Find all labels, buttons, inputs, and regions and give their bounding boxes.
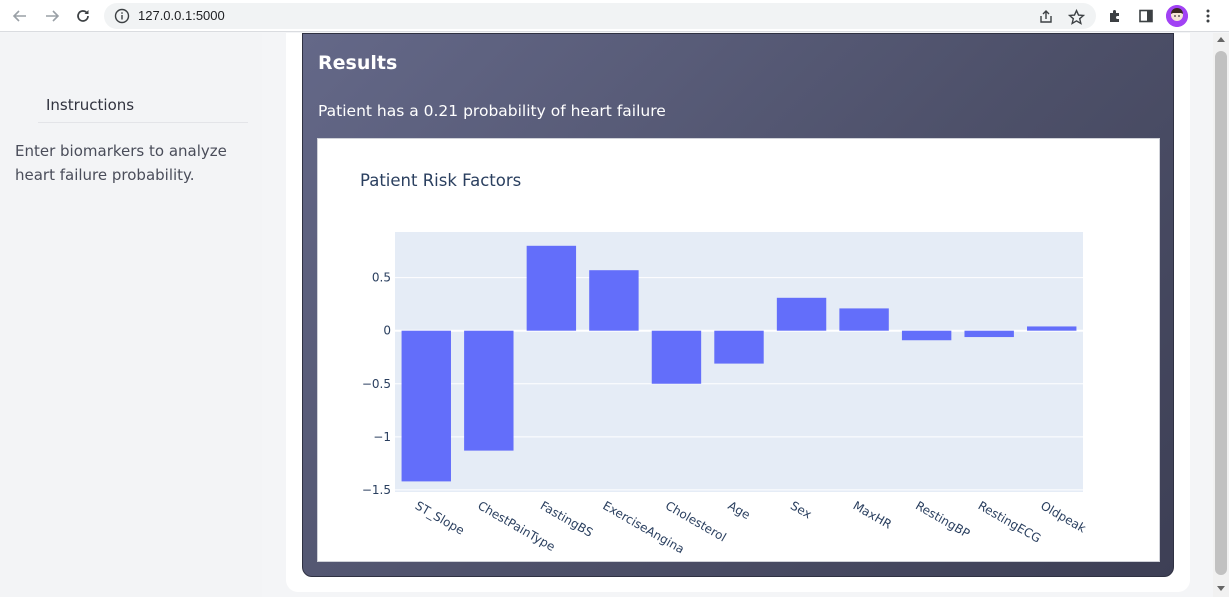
info-icon[interactable]	[114, 8, 130, 24]
bar-maxhr[interactable]	[839, 308, 889, 331]
risk-factor-chart: Patient Risk Factors 0.5 0 −0.5 −1 −1.5 ST_Sl…	[317, 138, 1160, 562]
page-scrollbar[interactable]	[1213, 33, 1229, 597]
browser-toolbar: 127.0.0.1:5000	[0, 0, 1229, 32]
sidebar-divider	[38, 122, 248, 123]
share-icon[interactable]	[1036, 7, 1056, 27]
url-text[interactable]: 127.0.0.1:5000	[138, 8, 225, 23]
address-bar[interactable]: 127.0.0.1:5000	[104, 3, 1096, 29]
x-tick-label: RestingECG	[976, 498, 1044, 545]
bar-restingbp[interactable]	[901, 330, 952, 341]
y-tick-label: −1	[373, 430, 391, 444]
x-tick-label: Age	[726, 498, 753, 522]
x-tick-label: MaxHR	[851, 498, 895, 531]
puzzle-icon[interactable]	[1104, 5, 1126, 27]
results-card: Results Patient has a 0.21 probability o…	[302, 33, 1174, 577]
star-icon[interactable]	[1066, 7, 1086, 27]
y-tick-label: −0.5	[362, 377, 391, 391]
x-tick-label: Oldpeak	[1038, 498, 1088, 535]
sidebar-instructions: Enter biomarkers to analyze heart failur…	[15, 142, 227, 184]
bar-fastingbs[interactable]	[526, 245, 577, 331]
chart-title: Patient Risk Factors	[360, 171, 521, 190]
bar-chestpaintype[interactable]	[464, 330, 514, 451]
back-arrow-icon[interactable]	[8, 4, 32, 28]
bar-cholesterol[interactable]	[651, 330, 702, 384]
avatar[interactable]	[1166, 5, 1188, 27]
bar-restingecg[interactable]	[964, 330, 1014, 338]
bar-exerciseangina[interactable]	[589, 270, 639, 331]
scroll-thumb[interactable]	[1215, 51, 1227, 575]
forward-arrow-icon[interactable]	[40, 4, 64, 28]
reload-icon[interactable]	[71, 4, 95, 28]
side-panel-icon[interactable]	[1135, 5, 1157, 27]
y-tick-label: 0	[383, 324, 391, 338]
sidebar-title: Instructions	[46, 96, 135, 114]
scroll-down-icon[interactable]	[1217, 586, 1225, 591]
bar-sex[interactable]	[776, 297, 827, 331]
scroll-up-icon[interactable]	[1217, 37, 1225, 42]
bar-oldpeak[interactable]	[1027, 326, 1077, 331]
x-tick-label: Sex	[788, 498, 814, 521]
x-tick-label: RestingBP	[913, 498, 972, 540]
sidebar: Instructions Enter biomarkers to analyze…	[0, 33, 262, 597]
results-title: Results	[318, 52, 398, 74]
bar-st_slope[interactable]	[401, 330, 451, 482]
x-tick-label: FastingBS	[538, 498, 596, 539]
chart-svg: Patient Risk Factors 0.5 0 −0.5 −1 −1.5 ST_Sl…	[360, 171, 1088, 556]
kebab-menu-icon[interactable]	[1197, 5, 1219, 27]
results-summary: Patient has a 0.21 probability of heart …	[318, 102, 666, 120]
y-tick-label: −1.5	[362, 483, 391, 497]
y-tick-label: 0.5	[372, 271, 391, 285]
x-tick-label: ST_Slope	[413, 498, 467, 537]
bar-age[interactable]	[714, 330, 764, 364]
